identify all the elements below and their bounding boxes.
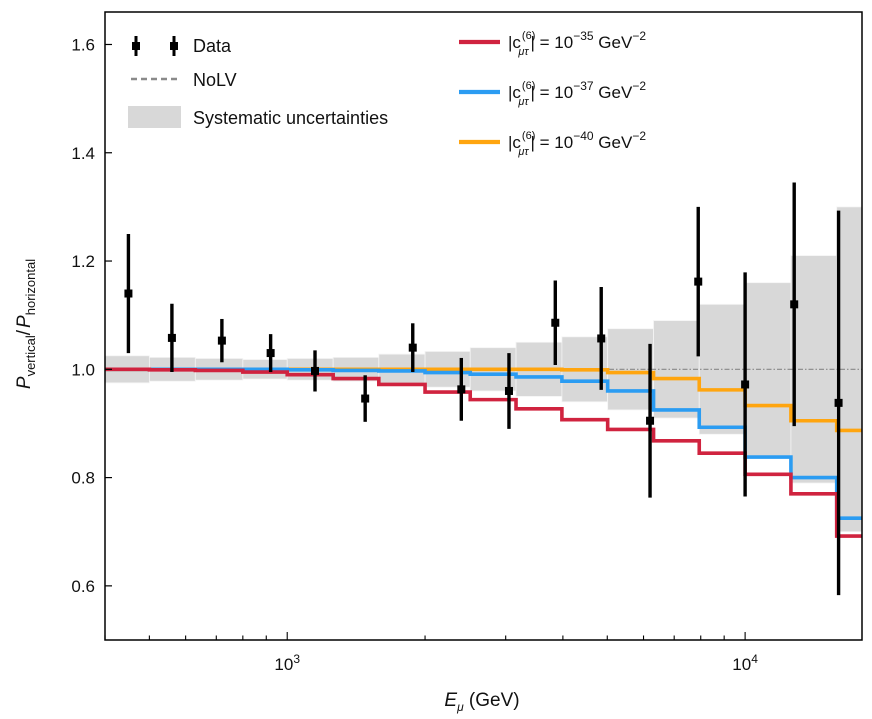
legend: Data NoLV Systematic uncertainties |c(6) μτ |… xyxy=(128,29,646,158)
data-point xyxy=(694,277,703,286)
data-point xyxy=(167,333,176,342)
data-point xyxy=(457,385,466,394)
y-axis-label: Pvertical/Phorizontal xyxy=(14,259,38,389)
x-tick-label: 104 xyxy=(732,652,758,674)
data-points xyxy=(124,182,843,596)
legend-data-marker xyxy=(132,42,140,50)
data-point xyxy=(217,336,226,345)
x-tick-label: 103 xyxy=(274,652,300,674)
data-point xyxy=(124,289,133,298)
legend-nolv-label: NoLV xyxy=(193,70,237,90)
legend-data-marker xyxy=(170,42,178,50)
data-point xyxy=(408,343,417,352)
data-point xyxy=(741,380,750,389)
x-axis-label: Eμ (GeV) xyxy=(444,690,519,714)
data-point xyxy=(597,334,606,343)
y-tick-label: 0.6 xyxy=(71,577,95,596)
legend-systematics-swatch xyxy=(128,106,181,128)
y-tick-label: 1.6 xyxy=(71,35,95,54)
data-point xyxy=(790,300,799,309)
legend-model-label: |c(6) μτ | = 10−40 GeV−2 xyxy=(508,129,646,158)
data-point xyxy=(551,318,560,327)
data-point xyxy=(266,349,275,358)
y-tick-label: 1.0 xyxy=(71,360,95,379)
data-point xyxy=(311,366,320,375)
legend-model-label: |c(6) μτ | = 10−37 GeV−2 xyxy=(508,79,646,108)
axes: 0.6 0.8 1.0 1.2 1.4 1.6 103 104 xyxy=(71,11,863,674)
legend-model-label: |c(6) μτ | = 10−35 GeV−2 xyxy=(508,29,646,58)
legend-data-label: Data xyxy=(193,36,232,56)
legend-systematics-label: Systematic uncertainties xyxy=(193,108,388,128)
data-point xyxy=(834,398,843,407)
y-tick-label: 1.4 xyxy=(71,144,95,163)
y-tick-label: 0.8 xyxy=(71,469,95,488)
plot-frame xyxy=(104,11,863,641)
data-point xyxy=(361,394,370,403)
data-point xyxy=(646,416,655,425)
data-point xyxy=(504,386,513,395)
y-tick-label: 1.2 xyxy=(71,252,95,271)
